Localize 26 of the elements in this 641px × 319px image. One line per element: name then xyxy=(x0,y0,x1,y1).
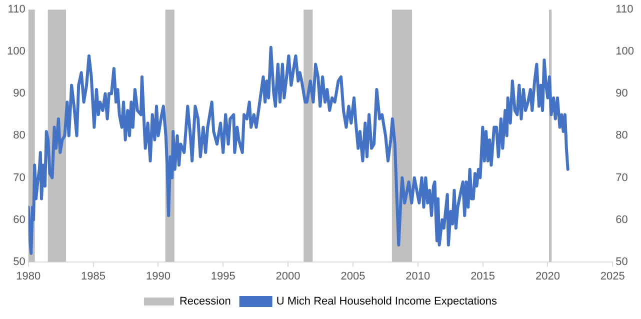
x-tick-label: 1980 xyxy=(16,270,41,282)
y-tick-label: 60 xyxy=(13,214,26,226)
x-tick-label: 1990 xyxy=(146,270,170,282)
y2-tick-label: 60 xyxy=(616,214,628,226)
x-tick-label: 2005 xyxy=(340,270,366,282)
y-tick-label: 70 xyxy=(13,172,26,184)
y-tick-label: 50 xyxy=(13,256,26,268)
y2-tick-label: 110 xyxy=(616,4,634,16)
y2-tick-label: 50 xyxy=(616,256,628,268)
y2-tick-label: 100 xyxy=(616,46,634,58)
legend-label: U Mich Real Household Income Expectations xyxy=(276,296,498,308)
y-tick-label: 100 xyxy=(6,46,26,58)
legend-label: Recession xyxy=(179,296,231,308)
y-tick-label: 110 xyxy=(8,4,26,16)
x-tick-label: 2015 xyxy=(470,270,496,282)
x-tick-label: 2000 xyxy=(276,270,300,282)
y-tick-label: 90 xyxy=(13,88,26,100)
x-tick-label: 2010 xyxy=(406,270,430,282)
y2-tick-label: 90 xyxy=(616,88,628,100)
y2-tick-label: 70 xyxy=(616,172,628,184)
x-tick-label: 2020 xyxy=(535,270,560,282)
x-tick-label: 1985 xyxy=(81,270,106,282)
y-tick-label: 80 xyxy=(13,130,26,142)
x-tick-label: 1995 xyxy=(210,270,236,282)
y2-tick-label: 80 xyxy=(616,130,628,142)
x-tick-label: 2025 xyxy=(600,270,625,282)
